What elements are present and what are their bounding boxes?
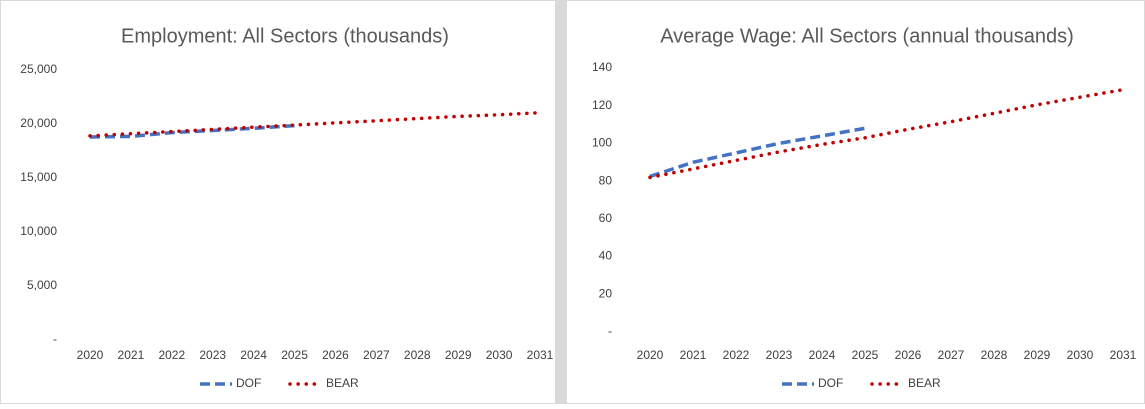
x-tick-label: 2020 <box>77 348 104 362</box>
y-tick-label: 140 <box>592 60 612 74</box>
series-line <box>649 126 866 179</box>
x-tick-label: 2024 <box>809 348 836 362</box>
x-tick-label: 2030 <box>1067 348 1094 362</box>
x-tick-label: 2020 <box>637 348 664 362</box>
x-tick-label: 2031 <box>1110 348 1137 362</box>
y-tick-label: 60 <box>599 211 613 225</box>
chart-title: Employment: All Sectors (thousands) <box>121 25 449 47</box>
x-tick-label: 2028 <box>404 348 431 362</box>
series-line <box>88 110 542 138</box>
series-line <box>648 87 1125 180</box>
y-tick-label: - <box>608 324 612 338</box>
x-tick-label: 2029 <box>445 348 472 362</box>
y-tick-label: - <box>53 332 57 346</box>
y-tick-label: 10,000 <box>20 224 57 238</box>
legend-label: BEAR <box>326 376 359 390</box>
x-tick-label: 2023 <box>766 348 793 362</box>
y-tick-label: 5,000 <box>27 278 57 292</box>
legend-label: DOF <box>818 376 843 390</box>
y-tick-label: 80 <box>599 173 613 187</box>
chart-title: Average Wage: All Sectors (annual thousa… <box>660 25 1074 47</box>
y-tick-label: 25,000 <box>20 62 57 76</box>
x-tick-label: 2022 <box>158 348 185 362</box>
x-tick-label: 2026 <box>895 348 922 362</box>
separator <box>556 0 566 404</box>
x-tick-label: 2026 <box>322 348 349 362</box>
y-tick-label: 100 <box>592 136 612 150</box>
x-tick-label: 2021 <box>118 348 145 362</box>
x-tick-label: 2029 <box>1024 348 1051 362</box>
x-tick-label: 2023 <box>199 348 226 362</box>
legend-label: BEAR <box>908 376 941 390</box>
x-tick-label: 2021 <box>680 348 707 362</box>
x-tick-label: 2022 <box>723 348 750 362</box>
x-tick-label: 2030 <box>486 348 513 362</box>
x-tick-label: 2028 <box>981 348 1008 362</box>
y-tick-label: 20 <box>599 286 613 300</box>
x-tick-label: 2025 <box>852 348 879 362</box>
y-tick-label: 20,000 <box>20 116 57 130</box>
x-tick-label: 2024 <box>240 348 267 362</box>
x-tick-label: 2031 <box>527 348 554 362</box>
y-tick-label: 120 <box>592 98 612 112</box>
x-tick-label: 2027 <box>363 348 390 362</box>
x-tick-label: 2027 <box>938 348 965 362</box>
legend-label: DOF <box>236 376 261 390</box>
y-tick-label: 15,000 <box>20 170 57 184</box>
y-tick-label: 40 <box>599 249 613 263</box>
x-tick-label: 2025 <box>281 348 308 362</box>
